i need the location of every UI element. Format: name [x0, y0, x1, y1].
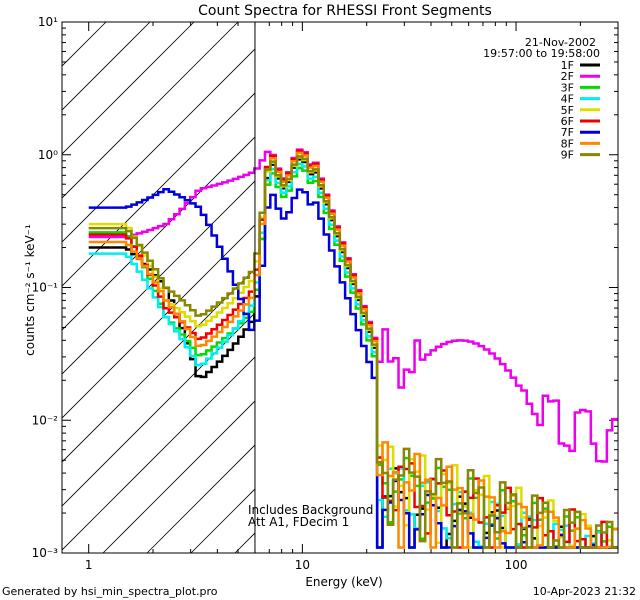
hatch-line [62, 22, 195, 155]
axis-ticks: 1 10 100 10¹ 10⁰ 10⁻¹ 10⁻² 10⁻³ [32, 15, 619, 572]
legend-label-9f: 9F [561, 149, 574, 162]
annotation-attenuator: Att A1, FDecim 1 [248, 515, 349, 529]
series-4f [88, 162, 618, 549]
legend-label-2f: 2F [561, 70, 574, 83]
hatch-line [62, 22, 327, 287]
plot-frame [61, 21, 619, 554]
legend-label-4f: 4F [561, 93, 574, 106]
y-tick-label: 10¹ [38, 15, 58, 29]
y-axis-label: counts cm⁻² s⁻¹ keV⁻¹ [23, 224, 37, 356]
footer-generated: Generated by hsi_min_spectra_plot.pro [2, 585, 218, 598]
legend-label-6f: 6F [561, 115, 574, 128]
x-tick-label: 1 [85, 558, 93, 572]
series-8f [88, 151, 618, 549]
footer-date: 10-Apr-2023 21:32 [533, 585, 636, 598]
y-tick-label: 10⁻³ [32, 546, 59, 560]
time-range-label: 19:57:00 to 19:58:00 [483, 47, 600, 60]
legend-label-7f: 7F [561, 126, 574, 139]
legend-label-3f: 3F [561, 81, 574, 94]
y-tick-label: 10⁻² [32, 413, 59, 427]
x-tick-label: 100 [505, 558, 528, 572]
y-tick-label: 10⁻¹ [32, 281, 59, 295]
series-7f [88, 188, 618, 549]
legend-label-1f: 1F [561, 59, 574, 72]
annotation-background: Includes Background [248, 503, 373, 517]
legend-label-8f: 8F [561, 137, 574, 150]
series-9f [88, 155, 618, 549]
chart-title: Count Spectra for RHESSI Front Segments [198, 3, 492, 19]
y-tick-label: 10⁰ [38, 148, 58, 162]
x-axis-label: Energy (keV) [305, 575, 382, 589]
hatch-line [62, 22, 283, 243]
x-tick-label: 10 [295, 558, 310, 572]
series-layer [88, 148, 618, 549]
legend-label-5f: 5F [561, 104, 574, 117]
hatch-line [62, 22, 239, 199]
date-label: 21-Nov-2002 [525, 36, 596, 49]
